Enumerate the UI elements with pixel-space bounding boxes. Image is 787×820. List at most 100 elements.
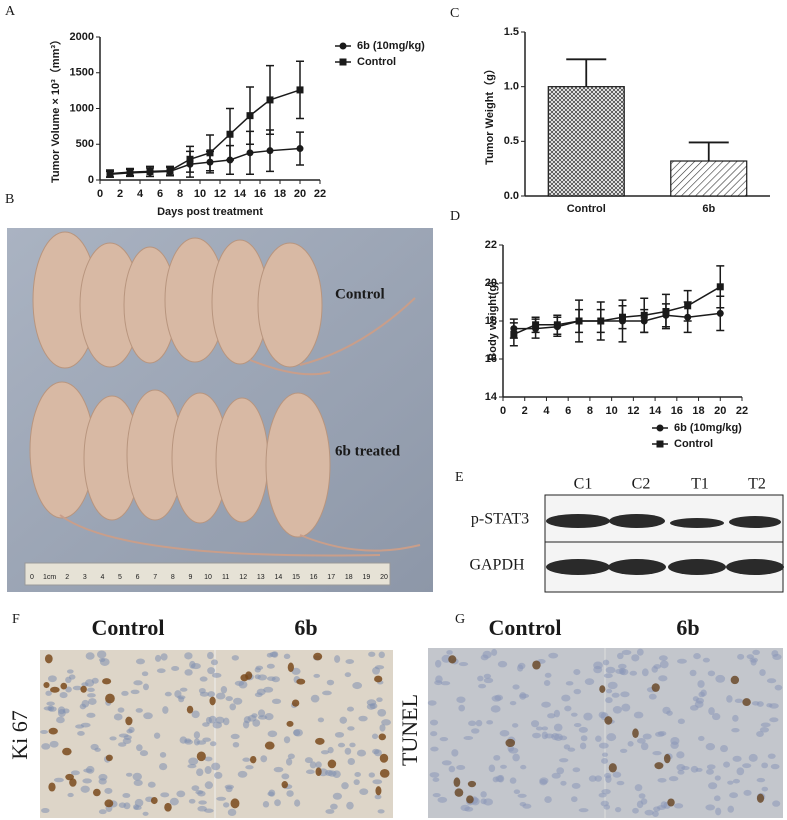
nucleus: [274, 799, 281, 807]
nucleus: [731, 728, 740, 733]
nucleus: [96, 650, 107, 659]
x-tick-label: 12: [214, 188, 226, 200]
nucleus: [320, 750, 330, 755]
nucleus: [264, 713, 274, 721]
point: [126, 168, 134, 176]
nucleus: [66, 669, 74, 674]
nucleus: [629, 670, 638, 676]
protein-label: GAPDH: [469, 557, 525, 574]
stained-nucleus: [287, 662, 294, 673]
nucleus: [223, 802, 230, 808]
nucleus: [612, 705, 622, 714]
nucleus: [45, 690, 52, 696]
nucleus: [619, 748, 628, 753]
nucleus: [756, 731, 764, 738]
group-label: Control: [335, 286, 385, 302]
nucleus: [571, 796, 578, 803]
nucleus: [344, 672, 352, 678]
nucleus: [286, 758, 293, 766]
nucleus: [543, 680, 551, 686]
nucleus: [600, 800, 609, 807]
stained-nucleus: [249, 755, 257, 764]
nucleus: [87, 693, 96, 698]
nucleus: [766, 678, 777, 684]
nucleus: [198, 800, 207, 805]
nucleus: [262, 801, 270, 808]
stained-nucleus: [125, 716, 133, 726]
nucleus: [490, 705, 501, 713]
nucleus: [376, 697, 383, 703]
nucleus: [708, 782, 718, 790]
nucleus: [761, 786, 769, 792]
stained-nucleus: [92, 788, 101, 797]
nucleus: [210, 659, 218, 666]
nucleus: [464, 806, 474, 812]
nucleus: [159, 751, 167, 758]
y-tick-label: 1.0: [504, 81, 519, 93]
x-tick-label: 2: [117, 188, 123, 200]
nucleus: [532, 732, 541, 739]
nucleus: [283, 653, 291, 659]
nucleus: [347, 726, 355, 731]
nucleus: [767, 753, 776, 759]
nucleus: [480, 798, 487, 805]
ruler-label: 5: [118, 574, 122, 581]
lane-label: T1: [691, 476, 709, 493]
nucleus: [627, 740, 634, 747]
ruler-label: 19: [363, 574, 371, 581]
nucleus: [708, 707, 715, 716]
nucleus: [553, 723, 563, 732]
y-tick-label: 14: [485, 391, 498, 403]
nucleus: [130, 689, 140, 695]
stained-nucleus: [467, 780, 477, 788]
nucleus: [601, 758, 609, 764]
nucleus: [583, 712, 593, 721]
series-line: [513, 312, 721, 330]
legend-label: Control: [674, 438, 713, 450]
point: [553, 321, 561, 329]
nucleus: [616, 652, 624, 660]
nucleus: [266, 676, 276, 681]
nucleus: [82, 778, 92, 784]
nucleus: [603, 673, 613, 679]
bar: [547, 86, 625, 197]
nucleus: [517, 793, 527, 798]
stained-nucleus: [505, 738, 516, 748]
nucleus: [595, 735, 602, 742]
x-tick-label: 22: [314, 188, 326, 200]
nucleus: [707, 670, 716, 677]
nucleus: [330, 803, 338, 810]
panel-letter: F: [12, 612, 20, 627]
nucleus: [616, 780, 625, 786]
nucleus: [437, 796, 448, 803]
column-label: 6b: [676, 615, 699, 640]
nucleus: [80, 785, 90, 793]
ruler-label: 8: [171, 574, 175, 581]
nucleus: [571, 782, 581, 789]
stained-nucleus: [65, 773, 74, 781]
nucleus: [215, 692, 226, 700]
nucleus: [652, 750, 662, 756]
nucleus: [113, 713, 123, 721]
nucleus: [633, 711, 644, 719]
nucleus: [553, 709, 561, 718]
nucleus: [727, 780, 734, 785]
nucleus: [134, 798, 144, 807]
nucleus: [273, 766, 284, 773]
stained-nucleus: [454, 788, 464, 797]
nucleus: [483, 673, 492, 679]
stained-nucleus: [466, 795, 474, 804]
nucleus: [636, 738, 646, 744]
nucleus: [759, 727, 770, 733]
nucleus: [539, 777, 549, 785]
nucleus: [164, 691, 172, 697]
x-axis-label: Days post treatment: [157, 206, 263, 218]
nucleus: [759, 669, 766, 676]
stained-nucleus: [604, 716, 613, 725]
nucleus: [56, 716, 65, 724]
nucleus: [141, 671, 149, 677]
nucleus: [715, 807, 722, 816]
nucleus: [541, 701, 551, 708]
nucleus: [732, 714, 739, 722]
point: [206, 149, 214, 157]
